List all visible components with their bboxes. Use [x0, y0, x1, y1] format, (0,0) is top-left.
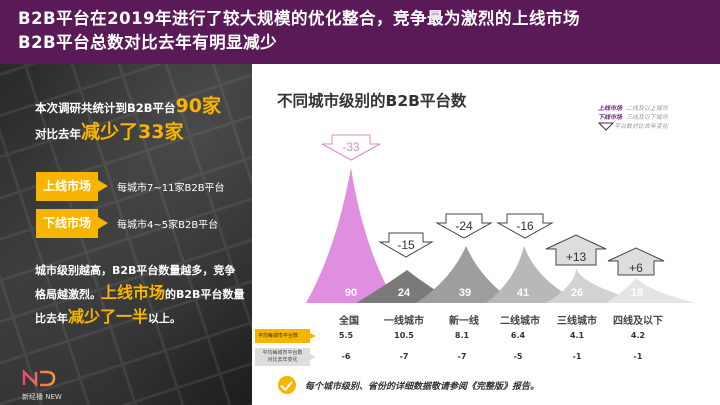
legend-desc: 平台数对比去年变化 [614, 123, 669, 130]
footnote: 每个城市级别、省份的详细数据敬请参阅《完整版》报告。 [278, 376, 539, 394]
legend-key: 上线市场 [598, 105, 623, 112]
stat-label: 本次调研共统计到B2B平台 [35, 101, 176, 115]
peak-national [306, 168, 396, 303]
lower-market-desc: 每城市4~5家B2B平台 [117, 220, 219, 231]
upper-market-tag: 上线市场 [36, 172, 108, 201]
legend-key: 下线市场 [598, 114, 623, 121]
svg-text:-33: -33 [342, 140, 360, 154]
label-line: 对比去年变化 [267, 357, 298, 363]
insight-text: 以上。 [148, 312, 182, 325]
peak-value: 39 [459, 287, 471, 299]
change-arrow-tier3: +13 [545, 234, 607, 266]
total-platforms-stat: 本次调研共统计到B2B平台90家 [35, 91, 221, 118]
table-cell: -5 [513, 352, 523, 361]
change-arrow-new-tier1: -24 [435, 213, 493, 239]
table-cell: -6 [341, 352, 351, 361]
peak-value: 18 [631, 287, 643, 299]
svg-text:+13: +13 [566, 250, 587, 264]
category-label: 三线城市 [557, 316, 597, 327]
lower-market-tag: 下线市场 [36, 209, 108, 238]
svg-text:-24: -24 [455, 219, 473, 233]
table-cell: -1 [572, 352, 582, 361]
peak-value: 26 [571, 287, 583, 299]
down-arrow-icon [598, 122, 614, 131]
category-label: 二线城市 [500, 316, 540, 327]
table-cell: 4.2 [630, 331, 646, 340]
peak-tier2 [486, 246, 581, 303]
category-label: 新一线 [449, 316, 479, 327]
summary-panel: 本次调研共统计到B2B平台90家 对比去年减少了33家 上线市场 每城市7~11… [0, 64, 252, 405]
insight-highlight: 上线市场 [101, 283, 166, 302]
check-circle-icon [278, 376, 296, 394]
category-label: 四线及以下 [613, 316, 663, 327]
table-cell: 4.1 [569, 331, 585, 340]
insight-text: 的B2B平台数量比去年 [35, 288, 245, 325]
legend-desc: 三线及以下城市 [625, 114, 668, 121]
legend-desc: 二线及以上城市 [625, 105, 668, 112]
yoy-decrease-stat: 对比去年减少了33家 [35, 117, 183, 144]
logo-text: 新经播 NEW [22, 393, 62, 401]
change-arrow-tier2: -16 [496, 213, 554, 239]
brand-logo: 新经播 NEW [22, 368, 62, 402]
label-line: 平均每城市平台数 [262, 350, 303, 356]
peak-tier4 [606, 278, 696, 303]
change-arrow-tier4: +6 [607, 247, 665, 276]
avg-platforms-label: 平均每城市平台数 [255, 329, 316, 343]
stat-value: 90家 [175, 95, 221, 117]
chart-title: 不同城市级别的B2B平台数 [277, 92, 467, 110]
headline-line-2: B2B平台总数对比去年有明显减少 [18, 33, 278, 52]
svg-text:-16: -16 [516, 219, 534, 233]
svg-text:-15: -15 [397, 238, 415, 252]
footnote-text: 每个城市级别、省份的详细数据敬请参阅《完整版》报告。 [305, 381, 540, 392]
insight-text: 城市级别越高，B2B平台数量越多，竞争格局越激烈。 [35, 264, 236, 301]
svg-text:+6: +6 [629, 261, 643, 275]
avg-change-label: 平均每城市平台数 对比去年变化 [255, 348, 316, 366]
table-cell: 8.1 [454, 331, 470, 340]
peak-chart: 90 24 39 41 26 18 -33 -15 -24 -16 +13 +6 [306, 134, 696, 303]
chart-legend: 上线市场 二线及以上城市 下线市场 三线及以下城市 平台数对比去年变化 [598, 104, 668, 131]
peak-value: 41 [517, 287, 529, 299]
table-cell: 6.4 [510, 331, 526, 340]
insight-paragraph: 城市级别越高，B2B平台数量越多，竞争格局越激烈。上线市场的B2B平台数量比去年… [35, 260, 245, 330]
table-cell: -7 [399, 352, 409, 361]
peak-value: 24 [398, 287, 411, 299]
peak-tier3 [546, 268, 646, 303]
insight-highlight: 减少了一半 [68, 307, 149, 326]
category-axis: 全国 一线城市 新一线 二线城市 三线城市 四线及以下 [0, 312, 720, 328]
change-arrow-national: -33 [321, 134, 381, 161]
table-cell: -7 [457, 352, 467, 361]
category-label: 全国 [339, 316, 359, 327]
logo-icon [22, 368, 56, 388]
stat-value: 减少了33家 [81, 121, 184, 143]
table-cell: 10.5 [394, 331, 414, 340]
category-label: 一线城市 [384, 316, 424, 327]
peak-value: 90 [345, 287, 357, 299]
peak-new-tier1 [416, 246, 516, 303]
stat-label: 对比去年 [35, 127, 81, 141]
table-cell: 5.5 [338, 331, 354, 340]
table-cell: -1 [633, 352, 643, 361]
avg-platforms-row: 平均每城市平台数 5.5 10.5 8.1 6.4 4.1 4.2 [0, 328, 720, 344]
upper-market-desc: 每城市7~11家B2B平台 [117, 183, 225, 194]
avg-change-row: 平均每城市平台数 对比去年变化 -6 -7 -7 -5 -1 -1 [0, 346, 720, 368]
headline-line-1: B2B平台在2019年进行了较大规模的优化整合，竞争最为激烈的上线市场 [18, 9, 581, 28]
change-arrow-tier1: -15 [378, 232, 434, 258]
page-header: B2B平台在2019年进行了较大规模的优化整合，竞争最为激烈的上线市场 B2B平… [0, 0, 720, 64]
